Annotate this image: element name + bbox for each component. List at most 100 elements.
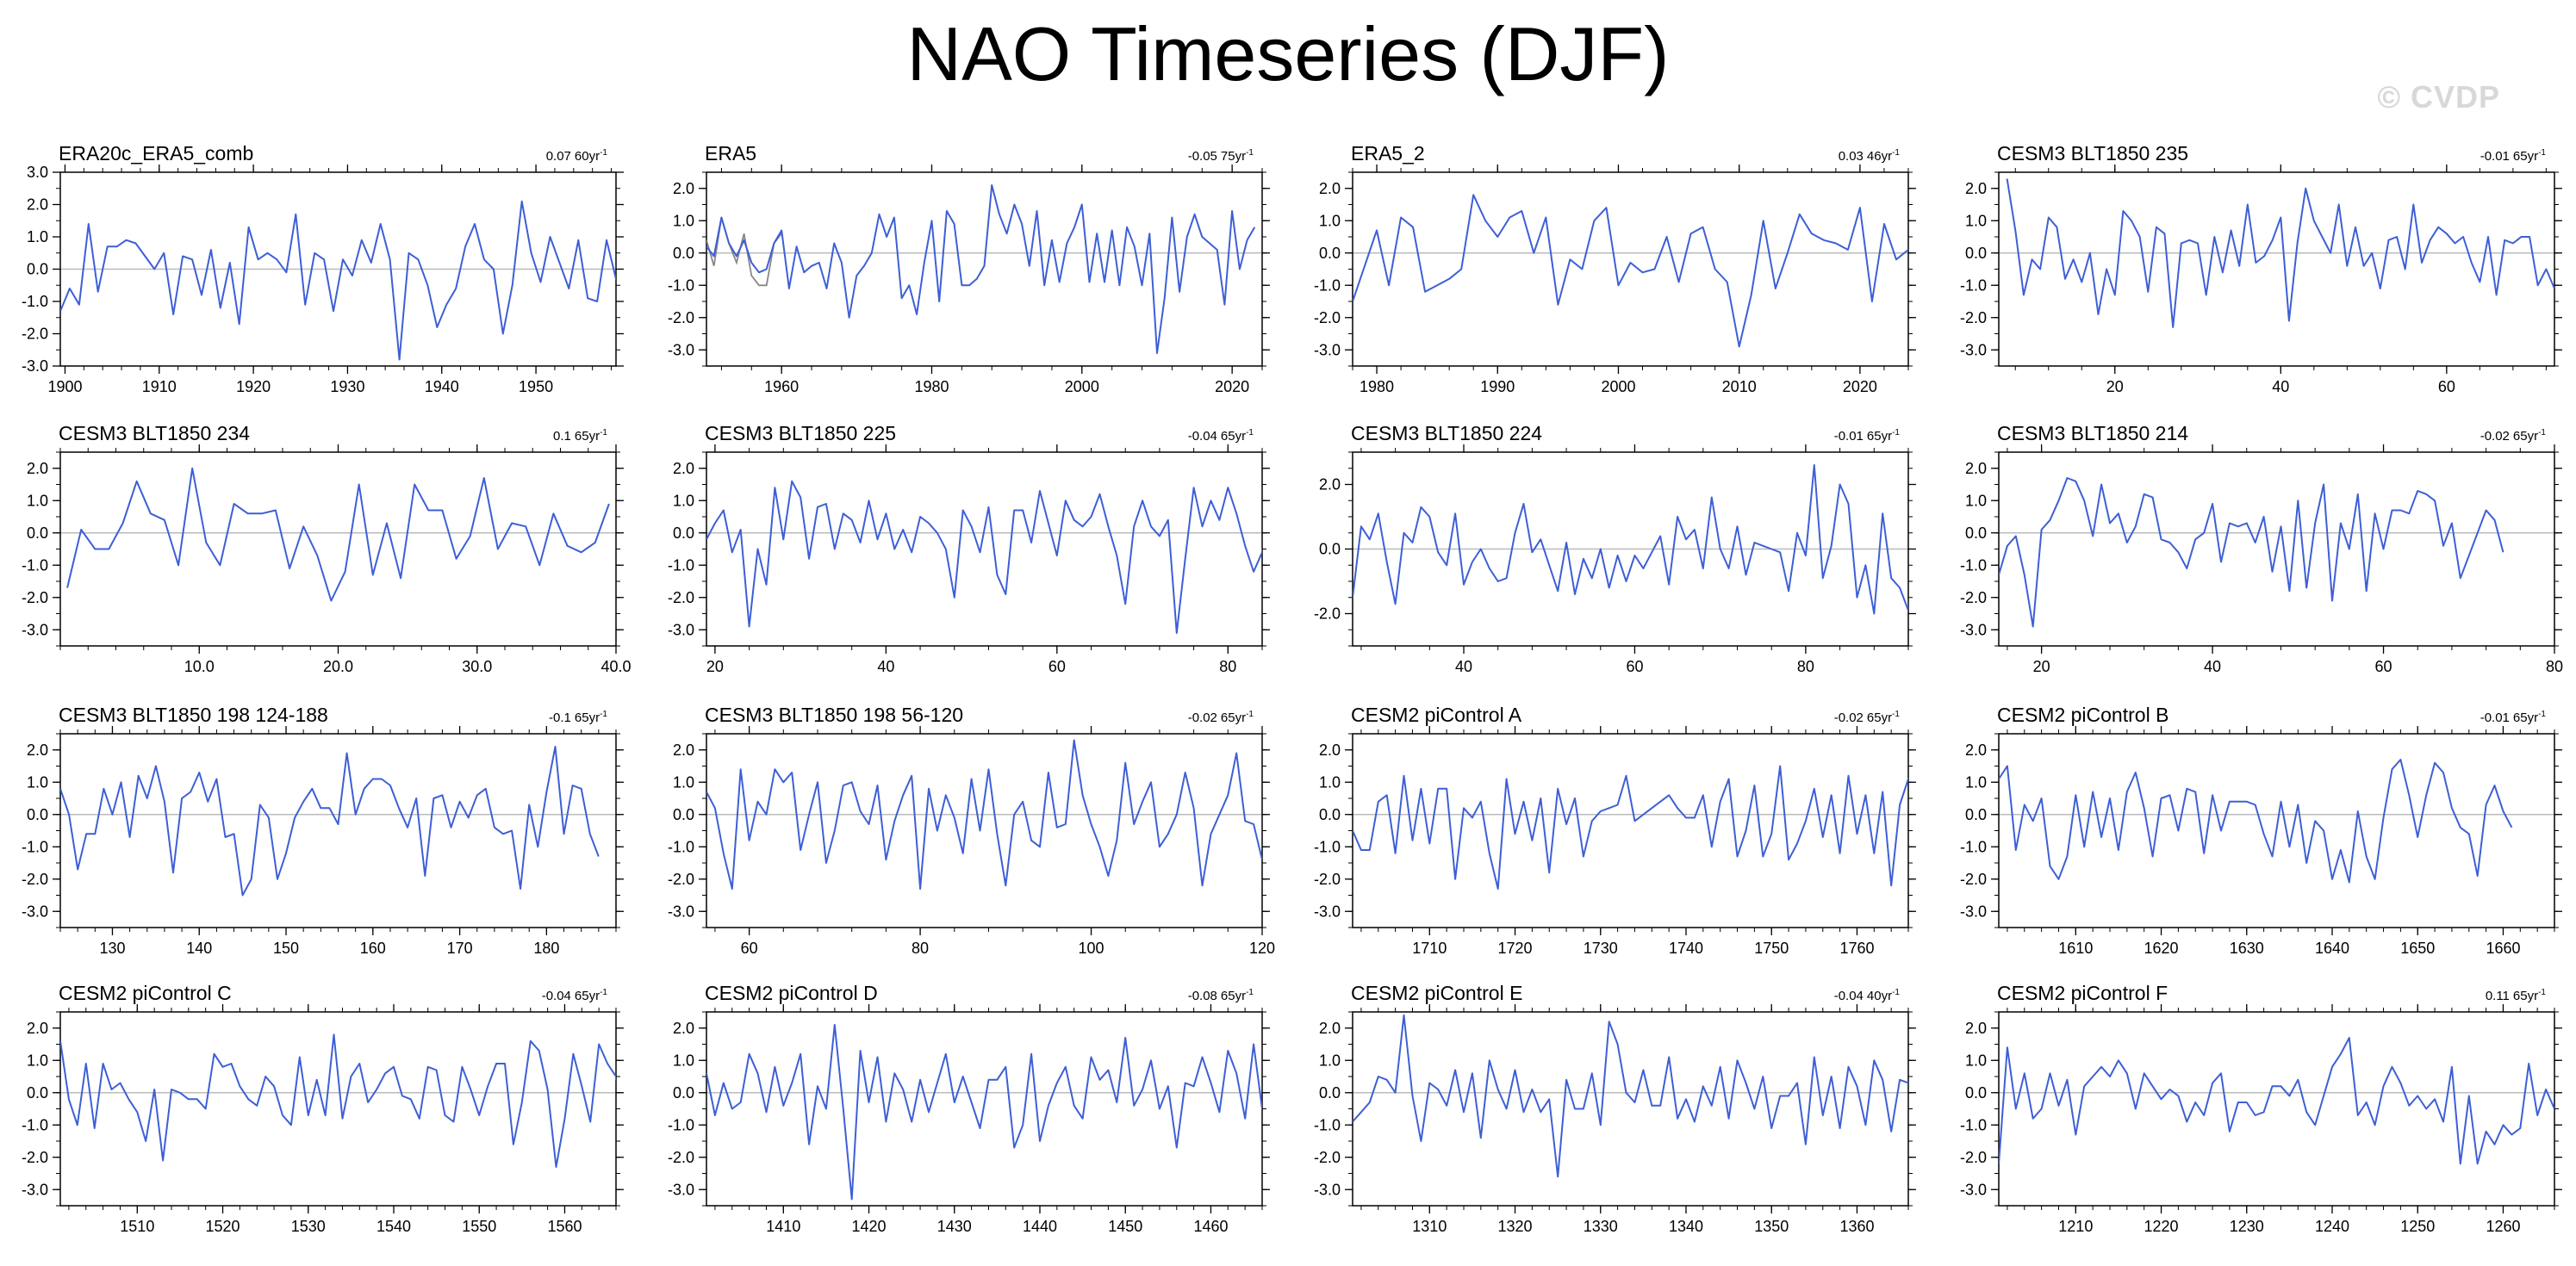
y-tick-label: -1.0 bbox=[22, 1116, 48, 1133]
x-tick-label: 20.0 bbox=[323, 658, 353, 675]
x-tick-label: 1730 bbox=[1584, 940, 1618, 957]
x-tick-label: 100 bbox=[1079, 940, 1104, 957]
y-tick-label: 0.0 bbox=[1319, 245, 1341, 262]
x-tick-label: 1920 bbox=[236, 378, 271, 395]
trend-value: -0.02 bbox=[1834, 711, 1864, 725]
y-tick-label: -2.0 bbox=[1314, 605, 1341, 623]
trend-label: -0.01 65yr-1 bbox=[2480, 710, 2547, 725]
trend-label: -0.02 65yr-1 bbox=[2480, 428, 2547, 444]
y-tick-label: -2.0 bbox=[1960, 589, 1987, 606]
trend-units: 65yr bbox=[2513, 989, 2538, 1003]
y-tick-label: -1.0 bbox=[1960, 1116, 1987, 1133]
trend-value: -0.01 bbox=[1834, 429, 1864, 444]
x-tick-label: 130 bbox=[99, 940, 125, 957]
y-tick-label: -2.0 bbox=[668, 1149, 694, 1166]
y-tick-label: 2.0 bbox=[1965, 742, 1987, 759]
x-tick-label: 1520 bbox=[206, 1218, 240, 1235]
x-tick-label: 1460 bbox=[1193, 1218, 1228, 1235]
x-tick-label: 1950 bbox=[519, 378, 553, 395]
panel-title: CESM3 BLT1850 198 56-120 bbox=[705, 704, 963, 726]
nao-series-line bbox=[2006, 178, 2554, 328]
y-tick-label: 1.0 bbox=[673, 492, 694, 509]
nao-series-line bbox=[66, 467, 610, 602]
x-tick-label: 2000 bbox=[1601, 378, 1635, 395]
panel-title: CESM2 piControl B bbox=[1997, 704, 2168, 726]
y-tick-label: 2.0 bbox=[1319, 742, 1341, 759]
x-tick-label: 1410 bbox=[766, 1218, 800, 1235]
x-tick-label: 1760 bbox=[1839, 940, 1874, 957]
trend-units: 65yr bbox=[575, 989, 600, 1003]
trend-units: 60yr bbox=[575, 149, 600, 164]
x-tick-label: 1510 bbox=[120, 1218, 154, 1235]
y-tick-label: -2.0 bbox=[668, 589, 694, 606]
trend-exponent: -1 bbox=[600, 148, 607, 158]
x-tick-label: 20 bbox=[706, 658, 724, 675]
trend-exponent: -1 bbox=[1892, 710, 1900, 719]
trend-exponent: -1 bbox=[1246, 710, 1254, 719]
y-tick-label: -1.0 bbox=[22, 838, 48, 855]
trend-exponent: -1 bbox=[1246, 428, 1254, 438]
nao-series-line bbox=[1353, 194, 1908, 348]
y-tick-label: 1.0 bbox=[27, 1052, 48, 1069]
y-tick-label: -3.0 bbox=[668, 621, 694, 638]
trend-exponent: -1 bbox=[600, 710, 607, 719]
panel-title: CESM3 BLT1850 214 bbox=[1997, 422, 2188, 444]
chart-panel-13: CESM2 piControl C -0.04 65yr-1 -3.0 -2.0 -1.0… bbox=[22, 982, 624, 1235]
y-tick-label: 2.0 bbox=[27, 196, 48, 214]
y-tick-label: -1.0 bbox=[22, 556, 48, 574]
trend-exponent: -1 bbox=[2538, 710, 2546, 719]
y-tick-label: -3.0 bbox=[1314, 341, 1341, 358]
x-tick-label: 60 bbox=[2375, 658, 2392, 675]
y-tick-label: -3.0 bbox=[668, 1181, 694, 1198]
nao-series-line bbox=[1353, 464, 1908, 615]
y-tick-label: 2.0 bbox=[1965, 180, 1987, 197]
y-tick-label: 0.0 bbox=[673, 806, 694, 823]
x-tick-label: 20 bbox=[2033, 658, 2050, 675]
trend-value: 0.03 bbox=[1839, 149, 1864, 164]
y-tick-label: 1.0 bbox=[1319, 773, 1341, 791]
trend-units: 65yr bbox=[2513, 429, 2538, 444]
x-tick-label: 1930 bbox=[330, 378, 364, 395]
x-tick-label: 1630 bbox=[2230, 940, 2264, 957]
y-tick-label: -3.0 bbox=[22, 1181, 48, 1198]
trend-exponent: -1 bbox=[600, 428, 607, 438]
x-tick-label: 1620 bbox=[2144, 940, 2179, 957]
x-tick-label: 1320 bbox=[1498, 1218, 1533, 1235]
trend-value: 0.07 bbox=[546, 149, 571, 164]
y-tick-label: -2.0 bbox=[1960, 309, 1987, 326]
y-tick-label: 2.0 bbox=[1319, 1020, 1341, 1037]
trend-value: -0.08 bbox=[1188, 989, 1217, 1003]
x-tick-label: 20 bbox=[2106, 378, 2124, 395]
x-tick-label: 1910 bbox=[142, 378, 177, 395]
y-tick-label: -1.0 bbox=[1314, 1116, 1341, 1133]
trend-label: -0.04 65yr-1 bbox=[1188, 428, 1254, 444]
trend-label: -0.01 65yr-1 bbox=[2480, 148, 2547, 164]
trend-units: 65yr bbox=[1221, 989, 1246, 1003]
x-tick-label: 1440 bbox=[1023, 1218, 1057, 1235]
panel-title: CESM2 piControl A bbox=[1351, 704, 1522, 726]
trend-label: -0.05 75yr-1 bbox=[1188, 148, 1254, 164]
y-tick-label: -1.0 bbox=[1960, 838, 1987, 855]
y-tick-label: -2.0 bbox=[22, 589, 48, 606]
watermark-logo: © CVDP bbox=[2377, 79, 2500, 115]
x-tick-label: 1740 bbox=[1669, 940, 1703, 957]
chart-panel-2: ERA5 -0.05 75yr-1 -3.0 -2.0 -1.0 0.0 1.0 2.0 1960… bbox=[668, 142, 1270, 395]
y-tick-label: -1.0 bbox=[668, 1116, 694, 1133]
x-tick-label: 1980 bbox=[1360, 378, 1394, 395]
nao-series-line bbox=[706, 480, 1262, 634]
y-tick-label: 0.0 bbox=[1319, 541, 1341, 558]
x-tick-label: 80 bbox=[2546, 658, 2563, 675]
y-tick-label: 0.0 bbox=[1965, 1084, 1987, 1102]
trend-label: 0.11 65yr-1 bbox=[2486, 988, 2547, 1003]
y-tick-label: -3.0 bbox=[1314, 1181, 1341, 1198]
plot-frame bbox=[1998, 171, 2555, 367]
trend-exponent: -1 bbox=[2538, 428, 2546, 438]
trend-label: -0.02 65yr-1 bbox=[1188, 710, 1254, 725]
x-tick-label: 30.0 bbox=[462, 658, 492, 675]
y-tick-label: -3.0 bbox=[1960, 903, 1987, 920]
chart-panel-9: CESM3 BLT1850 198 124-188 -0.1 65yr-1 -3.0 -… bbox=[22, 704, 624, 957]
main-title: NAO Timeseries (DJF) bbox=[906, 11, 1670, 96]
nao-series-line bbox=[60, 200, 616, 361]
x-tick-label: 1250 bbox=[2400, 1218, 2435, 1235]
x-tick-label: 1350 bbox=[1754, 1218, 1789, 1235]
